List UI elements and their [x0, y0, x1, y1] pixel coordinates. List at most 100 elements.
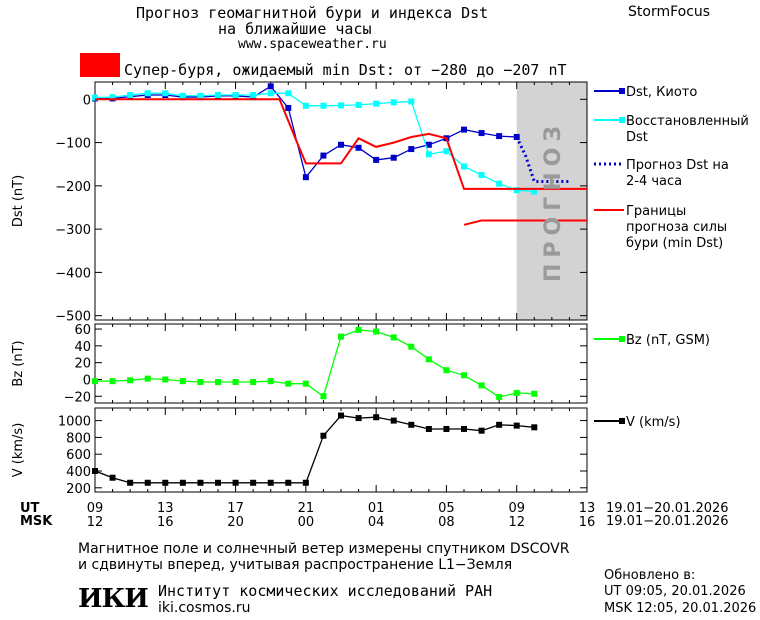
- msk-tick-label: 00: [298, 515, 315, 530]
- data-point: [355, 415, 362, 422]
- series-line: [515, 136, 570, 183]
- data-point: [390, 99, 397, 106]
- chart-title-line2: на ближайшие часы: [218, 20, 372, 38]
- data-point: [443, 367, 450, 374]
- data-point: [355, 144, 362, 151]
- data-point: [320, 102, 327, 109]
- y-axis-label-bz: Bz (nT): [11, 340, 26, 386]
- data-point: [92, 468, 98, 474]
- chart-marks: [92, 83, 587, 486]
- data-point: [320, 432, 327, 439]
- legend-marker: [619, 88, 625, 94]
- msk-tick-label: 12: [87, 515, 104, 530]
- data-point: [250, 91, 257, 98]
- y-axis-label-dst: Dst (nT): [11, 175, 26, 227]
- source-url[interactable]: www.spaceweather.ru: [238, 37, 387, 52]
- data-point: [320, 152, 327, 159]
- msk-axis-label: MSK: [20, 514, 53, 529]
- data-point: [179, 378, 186, 385]
- data-point: [496, 394, 503, 401]
- chart-title-line1: Прогноз геомагнитной бури и индекса Dst: [136, 4, 489, 22]
- series-line: [94, 92, 535, 193]
- data-point: [373, 100, 380, 107]
- ut-tick-label: 17: [227, 501, 244, 516]
- y-tick-label: 800: [66, 431, 91, 446]
- data-point: [285, 380, 292, 387]
- legend-marker: [619, 418, 625, 424]
- y-tick-label: −20: [64, 390, 91, 405]
- data-point: [92, 94, 98, 101]
- data-point: [302, 380, 309, 387]
- msk-tick-label: 04: [368, 515, 385, 530]
- data-point: [338, 333, 344, 340]
- data-point: [285, 104, 292, 111]
- y-axis-label-v: V (km/s): [11, 423, 26, 478]
- series-line: [95, 98, 587, 190]
- data-point: [425, 151, 432, 158]
- data-point: [144, 375, 151, 382]
- data-point: [443, 426, 450, 432]
- data-point: [162, 479, 169, 486]
- series-line: [463, 219, 587, 226]
- data-point: [302, 174, 309, 181]
- data-point: [461, 372, 467, 379]
- data-point: [197, 378, 204, 385]
- y-tick-label: 40: [74, 340, 91, 355]
- data-point: [513, 422, 520, 429]
- data-point: [531, 424, 538, 431]
- data-point: [232, 91, 239, 98]
- data-point: [373, 156, 380, 163]
- data-point: [513, 187, 520, 194]
- data-point: [215, 378, 221, 385]
- data-point: [250, 479, 257, 486]
- footer-note-line2: и сдвинуты вперед, учитывая распростране…: [78, 557, 513, 573]
- updated-ut: UT 09:05, 20.01.2026: [604, 584, 746, 599]
- data-point: [92, 378, 98, 385]
- data-point: [179, 479, 186, 486]
- ut-tick-label: 09: [87, 501, 104, 516]
- data-point: [496, 180, 503, 187]
- msk-tick-label: 16: [579, 515, 596, 530]
- data-point: [408, 98, 415, 105]
- y-tick-label: 20: [74, 357, 91, 372]
- y-tick-label: 400: [66, 465, 91, 480]
- data-point: [285, 90, 292, 97]
- y-tick-label: 0: [83, 373, 91, 388]
- forecast-band: [516, 82, 587, 320]
- institute-url[interactable]: iki.cosmos.ru: [158, 600, 251, 616]
- data-point: [267, 378, 274, 385]
- data-point: [338, 102, 344, 109]
- ut-axis-label: UT: [20, 501, 40, 516]
- series-line: [95, 329, 535, 398]
- y-tick-label: 600: [66, 448, 91, 463]
- data-point: [513, 389, 520, 396]
- updated-label: Обновлено в:: [604, 568, 696, 583]
- data-point: [513, 133, 520, 140]
- data-point: [232, 378, 239, 385]
- data-point: [302, 102, 309, 109]
- data-point: [408, 146, 415, 153]
- data-point: [162, 376, 169, 383]
- y-tick-label: −500: [55, 310, 91, 325]
- ut-tick-label: 09: [508, 501, 525, 516]
- legend-entry: Восстановленный Dst: [626, 114, 749, 145]
- msk-tick-label: 08: [438, 515, 455, 530]
- msk-tick-label: 16: [157, 515, 174, 530]
- data-point: [478, 382, 485, 389]
- data-point: [461, 426, 467, 432]
- data-point: [390, 417, 397, 424]
- data-point: [127, 377, 134, 384]
- data-point: [338, 412, 344, 419]
- ut-tick-label: 21: [298, 501, 315, 516]
- data-point: [144, 90, 151, 97]
- data-point: [320, 393, 327, 400]
- data-point: [390, 154, 397, 161]
- data-point: [267, 83, 274, 90]
- chart-frames: [94, 81, 588, 493]
- msk-tick-label: 20: [227, 515, 244, 530]
- forecast-band-label: ПРОГНОЗ: [541, 120, 566, 282]
- data-point: [461, 163, 467, 170]
- ut-tick-label: 13: [579, 501, 596, 516]
- legend-marker: [619, 336, 625, 342]
